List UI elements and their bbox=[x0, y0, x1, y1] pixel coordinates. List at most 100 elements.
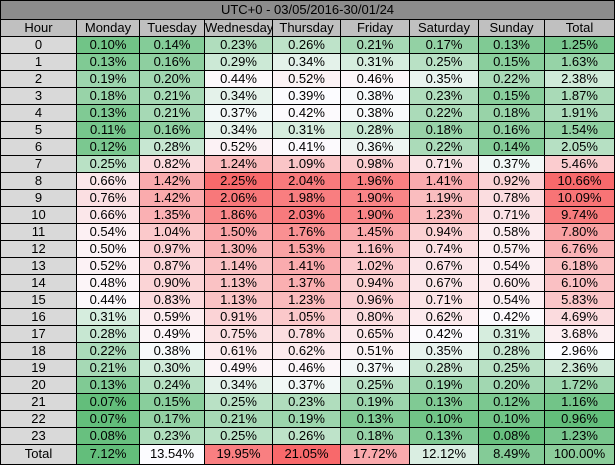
value-cell: 0.49% bbox=[140, 326, 205, 343]
value-cell: 0.46% bbox=[341, 71, 410, 88]
value-cell: 0.90% bbox=[140, 275, 205, 292]
value-cell: 0.29% bbox=[205, 54, 273, 71]
value-cell: 0.20% bbox=[479, 377, 545, 394]
value-cell: 100.00% bbox=[545, 445, 615, 465]
value-cell: 0.28% bbox=[479, 343, 545, 360]
value-cell: 0.15% bbox=[479, 88, 545, 105]
value-cell: 1.14% bbox=[205, 258, 273, 275]
value-cell: 1.35% bbox=[140, 207, 205, 224]
value-cell: 6.10% bbox=[545, 275, 615, 292]
value-cell: 0.25% bbox=[410, 54, 479, 71]
column-header: Thursday bbox=[273, 20, 341, 37]
value-cell: 0.21% bbox=[341, 37, 410, 54]
value-cell: 0.44% bbox=[205, 71, 273, 88]
value-cell: 1.42% bbox=[140, 190, 205, 207]
value-cell: 0.21% bbox=[140, 105, 205, 122]
value-cell: 0.52% bbox=[77, 258, 140, 275]
value-cell: 1.98% bbox=[273, 190, 341, 207]
row-header: 4 bbox=[0, 105, 77, 122]
value-cell: 0.10% bbox=[77, 37, 140, 54]
value-cell: 1.24% bbox=[205, 156, 273, 173]
value-cell: 0.39% bbox=[273, 88, 341, 105]
value-cell: 2.03% bbox=[273, 207, 341, 224]
value-cell: 1.02% bbox=[341, 258, 410, 275]
value-cell: 0.11% bbox=[77, 122, 140, 139]
value-cell: 0.25% bbox=[77, 156, 140, 173]
value-cell: 5.46% bbox=[545, 156, 615, 173]
value-cell: 0.22% bbox=[410, 105, 479, 122]
value-cell: 0.28% bbox=[341, 122, 410, 139]
row-header: 12 bbox=[0, 241, 77, 258]
column-header: Saturday bbox=[410, 20, 479, 37]
value-cell: 0.13% bbox=[410, 394, 479, 411]
value-cell: 0.96% bbox=[545, 411, 615, 428]
value-cell: 1.54% bbox=[545, 122, 615, 139]
value-cell: 0.13% bbox=[77, 54, 140, 71]
value-cell: 6.76% bbox=[545, 241, 615, 258]
value-cell: 0.37% bbox=[479, 156, 545, 173]
value-cell: 0.78% bbox=[273, 326, 341, 343]
value-cell: 1.96% bbox=[341, 173, 410, 190]
value-cell: 0.54% bbox=[479, 292, 545, 309]
value-cell: 2.04% bbox=[273, 173, 341, 190]
value-cell: 1.37% bbox=[273, 275, 341, 292]
value-cell: 0.26% bbox=[273, 37, 341, 54]
value-cell: 1.13% bbox=[205, 275, 273, 292]
value-cell: 0.59% bbox=[140, 309, 205, 326]
value-cell: 0.36% bbox=[341, 139, 410, 156]
value-cell: 0.67% bbox=[410, 258, 479, 275]
value-cell: 0.42% bbox=[479, 309, 545, 326]
value-cell: 1.45% bbox=[341, 224, 410, 241]
value-cell: 0.30% bbox=[140, 360, 205, 377]
column-header: Sunday bbox=[479, 20, 545, 37]
row-header: 22 bbox=[0, 411, 77, 428]
value-cell: 0.97% bbox=[140, 241, 205, 258]
row-header: 16 bbox=[0, 309, 77, 326]
row-header: 10 bbox=[0, 207, 77, 224]
value-cell: 0.61% bbox=[205, 343, 273, 360]
value-cell: 6.18% bbox=[545, 258, 615, 275]
value-cell: 1.50% bbox=[205, 224, 273, 241]
value-cell: 0.23% bbox=[140, 428, 205, 445]
value-cell: 17.72% bbox=[341, 445, 410, 465]
value-cell: 0.31% bbox=[77, 309, 140, 326]
value-cell: 0.38% bbox=[341, 105, 410, 122]
value-cell: 0.14% bbox=[479, 139, 545, 156]
value-cell: 0.80% bbox=[341, 309, 410, 326]
value-cell: 0.07% bbox=[77, 411, 140, 428]
value-cell: 0.75% bbox=[205, 326, 273, 343]
value-cell: 5.83% bbox=[545, 292, 615, 309]
value-cell: 0.13% bbox=[77, 105, 140, 122]
row-header: 5 bbox=[0, 122, 77, 139]
value-cell: 0.37% bbox=[273, 377, 341, 394]
value-cell: 0.10% bbox=[410, 411, 479, 428]
value-cell: 0.23% bbox=[205, 37, 273, 54]
value-cell: 0.16% bbox=[140, 122, 205, 139]
value-cell: 0.14% bbox=[140, 37, 205, 54]
value-cell: 1.23% bbox=[273, 292, 341, 309]
row-header: 21 bbox=[0, 394, 77, 411]
row-header: 8 bbox=[0, 173, 77, 190]
value-cell: 0.49% bbox=[205, 360, 273, 377]
value-cell: 19.95% bbox=[205, 445, 273, 465]
value-cell: 4.69% bbox=[545, 309, 615, 326]
value-cell: 0.18% bbox=[410, 122, 479, 139]
value-cell: 0.21% bbox=[205, 411, 273, 428]
value-cell: 0.15% bbox=[140, 394, 205, 411]
value-cell: 0.26% bbox=[273, 428, 341, 445]
value-cell: 0.24% bbox=[140, 377, 205, 394]
value-cell: 0.18% bbox=[77, 88, 140, 105]
value-cell: 0.28% bbox=[77, 326, 140, 343]
value-cell: 0.13% bbox=[77, 377, 140, 394]
row-header: Total bbox=[0, 445, 77, 465]
value-cell: 0.38% bbox=[140, 343, 205, 360]
value-cell: 0.35% bbox=[410, 71, 479, 88]
value-cell: 0.22% bbox=[77, 343, 140, 360]
row-header: 6 bbox=[0, 139, 77, 156]
value-cell: 0.57% bbox=[479, 241, 545, 258]
value-cell: 0.46% bbox=[273, 360, 341, 377]
value-cell: 0.52% bbox=[273, 71, 341, 88]
value-cell: 1.41% bbox=[410, 173, 479, 190]
value-cell: 0.34% bbox=[205, 88, 273, 105]
value-cell: 1.05% bbox=[273, 309, 341, 326]
